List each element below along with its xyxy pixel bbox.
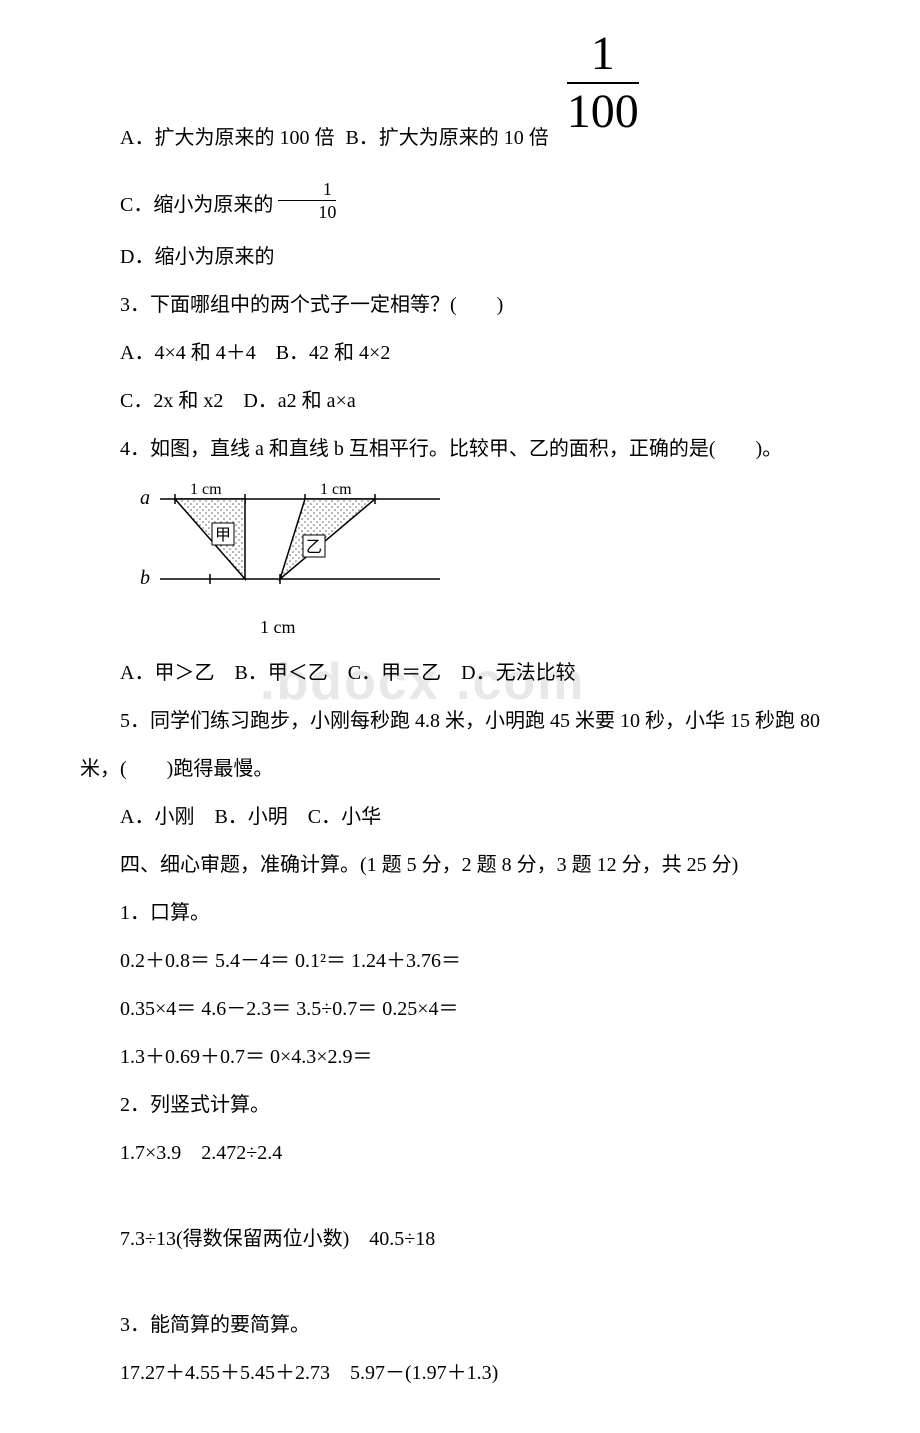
question-3-options-cd: C．2x 和 x2 D．a2 和 a×a [80, 383, 840, 419]
svg-text:乙: 乙 [306, 539, 322, 556]
parallel-lines-diagram: a b 1 cm 1 cm 甲 乙 1 cm [130, 479, 840, 643]
section-4-2: 2．列竖式计算。 [80, 1087, 840, 1123]
question-3: 3．下面哪组中的两个式子一定相等？( ) [80, 287, 840, 323]
fraction-1-10: 1 10 [278, 180, 336, 221]
svg-text:a: a [140, 487, 150, 509]
calc-row-1: 0.2＋0.8＝ 5.4－4＝ 0.1²＝ 1.24＋3.76＝ [80, 943, 840, 979]
calc-row-4: 1.7×3.9 2.472÷2.4 [80, 1135, 840, 1171]
question-4-options: A．甲＞乙 B．甲＜乙 C．甲＝乙 D．无法比较 [80, 655, 840, 691]
calc-row-3: 1.3＋0.69＋0.7＝ 0×4.3×2.9＝ [80, 1039, 840, 1075]
fraction-denominator: 100 [567, 84, 639, 136]
calc-row-6: 17.27＋4.55＋5.45＋2.73 5.97－(1.97＋1.3) [80, 1355, 840, 1391]
section-4-3: 3．能简算的要简算。 [80, 1307, 840, 1343]
option-a-b-text: A．扩大为原来的 100 倍 B．扩大为原来的 10 倍 [80, 120, 549, 156]
option-c-row: C．缩小为原来的 1 10 [80, 186, 840, 227]
fraction-numerator: 1 [278, 180, 336, 201]
fraction-1-100: 1 100 [567, 30, 639, 136]
diagram-bottom-label: 1 cm [260, 611, 840, 643]
options-ab-row: A．扩大为原来的 100 倍 B．扩大为原来的 10 倍 1 100 [80, 30, 840, 156]
calc-row-5: 7.3÷13(得数保留两位小数) 40.5÷18 [80, 1221, 840, 1257]
option-a: A．扩大为原来的 100 倍 [120, 127, 334, 149]
option-d-row: D．缩小为原来的 [80, 239, 840, 275]
question-3-options-ab: A．4×4 和 4＋4 B．42 和 4×2 [80, 335, 840, 371]
diagram-svg: a b 1 cm 1 cm 甲 乙 [130, 479, 460, 599]
question-4: 4．如图，直线 a 和直线 b 互相平行。比较甲、乙的面积，正确的是( )。 [80, 431, 840, 467]
question-5-line1: 5．同学们练习跑步，小刚每秒跑 4.8 米，小明跑 45 米要 10 秒，小华 … [80, 703, 840, 739]
question-5-line2: 米，( )跑得最慢。 [80, 751, 840, 787]
calc-row-2: 0.35×4＝ 4.6－2.3＝ 3.5÷0.7＝ 0.25×4＝ [80, 991, 840, 1027]
question-5-options: A．小刚 B．小明 C．小华 [80, 799, 840, 835]
section-4-title: 四、细心审题，准确计算。(1 题 5 分，2 题 8 分，3 题 12 分，共 … [80, 847, 840, 883]
svg-text:1 cm: 1 cm [190, 481, 222, 498]
svg-text:1 cm: 1 cm [320, 481, 352, 498]
option-c-text: C．缩小为原来的 [120, 194, 273, 216]
svg-text:甲: 甲 [215, 527, 231, 544]
fraction-denominator: 10 [278, 201, 336, 221]
option-b: B．扩大为原来的 10 倍 [345, 127, 548, 149]
svg-text:b: b [140, 567, 150, 589]
section-4-1: 1．口算。 [80, 895, 840, 931]
fraction-numerator: 1 [567, 30, 639, 84]
